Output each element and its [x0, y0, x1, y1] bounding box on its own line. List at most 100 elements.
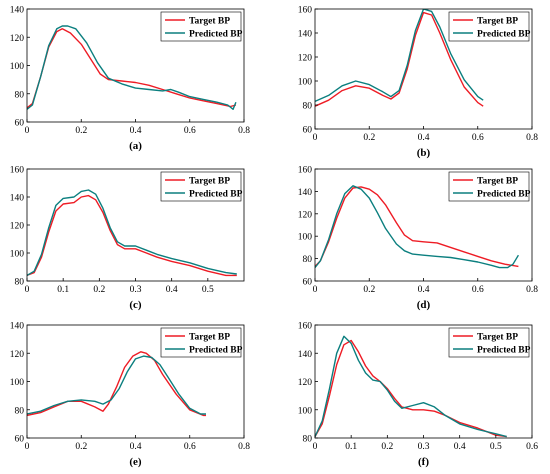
y-tick-label: 100: [298, 406, 313, 416]
y-tick-label: 120: [298, 210, 313, 220]
legend-label: Target BP: [189, 16, 230, 26]
y-tick-label: 60: [303, 126, 313, 136]
y-tick-label: 140: [10, 6, 25, 16]
legend-label: Predicted BP: [189, 345, 243, 355]
series-line-target: [315, 339, 507, 438]
panel-caption: (d): [417, 299, 431, 311]
legend-label: Predicted BP: [477, 189, 531, 199]
y-tick-label: 60: [15, 119, 25, 129]
x-tick-label: 0.4: [418, 133, 430, 143]
series-line-predicted: [27, 189, 237, 277]
chart-panel-5: 0 0.1 0.2 0.3 0.4 0.5 0.6 80 100 120 140 160 Target …: [298, 322, 538, 469]
chart-panel-4: 0 0.2 0.4 0.6 0.8 60 80 100 120 140 Target BP Predi…: [10, 322, 250, 469]
legend-box: [160, 11, 242, 42]
legend-label: Target BP: [477, 332, 518, 342]
series-line-target: [27, 194, 237, 277]
legend-label: Target BP: [189, 332, 230, 342]
x-tick-label: 0.8: [238, 442, 250, 452]
legend: Target BP Predicted BP: [448, 171, 531, 202]
y-tick-label: 80: [303, 255, 313, 265]
legend-box: [448, 171, 530, 202]
x-tick-label: 0.4: [130, 442, 142, 452]
series-line-predicted: [27, 25, 237, 111]
series-line-predicted: [315, 185, 520, 269]
series-line-target: [27, 28, 237, 109]
y-tick-label: 120: [298, 378, 313, 388]
y-tick-label: 160: [10, 166, 25, 176]
y-tick-label: 140: [298, 188, 313, 198]
x-tick-label: 0: [313, 285, 318, 295]
x-tick-label: 0: [25, 126, 30, 136]
y-tick-label: 140: [298, 350, 313, 360]
panel-caption: (b): [417, 147, 431, 159]
x-tick-label: 0.8: [526, 133, 538, 143]
x-tick-label: 0: [313, 442, 318, 452]
x-tick-label: 0.1: [345, 442, 357, 452]
series-line-target: [315, 11, 484, 107]
legend: Target BP Predicted BP: [160, 11, 243, 42]
legend: Target BP Predicted BP: [160, 327, 243, 358]
x-tick-label: 0.4: [130, 126, 142, 136]
y-tick-label: 160: [298, 322, 313, 332]
chart-panel-1: 0 0.2 0.4 0.6 0.8 60 80 100 120 140 160 Target BP Pr…: [298, 6, 538, 160]
x-tick-label: 0.5: [490, 442, 502, 452]
x-tick-label: 0: [313, 133, 318, 143]
x-tick-label: 0.2: [75, 442, 87, 452]
panel-caption: (a): [129, 140, 142, 152]
series-line-predicted: [315, 335, 507, 438]
y-tick-label: 60: [15, 435, 25, 445]
series-line-predicted: [27, 355, 206, 415]
legend-label: Target BP: [189, 176, 230, 186]
y-tick-label: 60: [303, 278, 313, 288]
legend-label: Target BP: [477, 16, 518, 26]
y-tick-label: 120: [298, 54, 313, 64]
y-tick-label: 80: [15, 406, 25, 416]
series-line-predicted: [315, 9, 484, 103]
x-tick-label: 0: [25, 285, 30, 295]
y-tick-label: 100: [298, 78, 313, 88]
y-tick-label: 160: [298, 6, 313, 16]
x-tick-label: 0.8: [238, 126, 250, 136]
legend-label: Predicted BP: [477, 29, 531, 39]
chart-panel-3: 0 0.2 0.4 0.6 0.8 60 80 100 120 140 160 Target BP Pr…: [298, 166, 538, 312]
legend-label: Predicted BP: [477, 345, 531, 355]
y-tick-label: 100: [298, 233, 313, 243]
x-tick-label: 0.4: [166, 285, 178, 295]
legend: Target BP Predicted BP: [448, 11, 531, 42]
x-tick-label: 0.2: [381, 442, 393, 452]
legend: Target BP Predicted BP: [160, 171, 243, 202]
y-tick-label: 100: [10, 378, 25, 388]
y-tick-label: 100: [10, 250, 25, 260]
y-tick-label: 140: [10, 322, 25, 332]
x-tick-label: 0.3: [418, 442, 430, 452]
legend: Target BP Predicted BP: [448, 327, 531, 358]
x-tick-label: 0: [25, 442, 30, 452]
legend-label: Predicted BP: [189, 29, 243, 39]
legend-box: [160, 171, 242, 202]
x-tick-label: 0.6: [184, 442, 196, 452]
series-line-target: [315, 186, 519, 268]
x-tick-label: 0.2: [363, 133, 375, 143]
chart-panel-2: 0 0.1 0.2 0.3 0.4 0.5 80 100 120 140 160 Target BP P…: [10, 166, 245, 311]
legend-label: Predicted BP: [189, 189, 243, 199]
x-tick-label: 0.6: [526, 442, 538, 452]
legend-box: [448, 327, 530, 358]
x-tick-label: 0.6: [184, 126, 196, 136]
y-tick-label: 80: [15, 90, 25, 100]
y-tick-label: 80: [303, 102, 313, 112]
x-tick-label: 0.2: [75, 126, 87, 136]
y-tick-label: 100: [10, 62, 25, 72]
x-tick-label: 0.6: [472, 285, 484, 295]
x-tick-label: 0.1: [57, 285, 69, 295]
y-tick-label: 140: [298, 30, 313, 40]
legend-label: Target BP: [477, 176, 518, 186]
x-tick-label: 0.3: [130, 285, 142, 295]
chart-panel-0: 0 0.2 0.4 0.6 0.8 60 80 100 120 140 Target BP Predi…: [10, 6, 250, 153]
x-tick-label: 0.2: [363, 285, 375, 295]
x-tick-label: 0.8: [526, 285, 538, 295]
x-tick-label: 0.4: [418, 285, 430, 295]
y-tick-label: 120: [10, 350, 25, 360]
legend-box: [448, 11, 530, 42]
y-tick-label: 140: [10, 194, 25, 204]
